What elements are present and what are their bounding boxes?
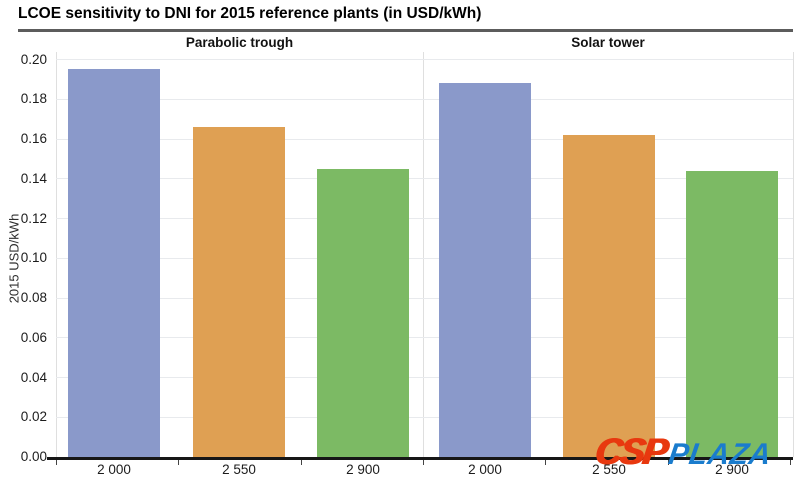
gridline-0.14 bbox=[56, 178, 793, 180]
bar-parabolic-trough-2-550 bbox=[193, 127, 285, 457]
panel-border bbox=[423, 52, 424, 457]
x-tick-label-parabolic-trough-2-550: 2 550 bbox=[222, 462, 256, 477]
x-tick-label-solar-tower-2-900: 2 900 bbox=[715, 462, 749, 477]
gridline-0.02 bbox=[56, 416, 793, 418]
x-tick-label-solar-tower-2-550: 2 550 bbox=[592, 462, 626, 477]
watermark-csp-plaza: CSP PLAZA bbox=[593, 431, 774, 472]
y-tick-label-0.04: 0.04 bbox=[20, 369, 47, 385]
x-axis-line bbox=[47, 457, 793, 460]
watermark-plaza-text: PLAZA bbox=[666, 438, 774, 471]
y-tick-label-0.06: 0.06 bbox=[20, 329, 47, 345]
bar-parabolic-trough-2-900 bbox=[317, 168, 409, 457]
gridline-0.10 bbox=[56, 257, 793, 259]
bar-solar-tower-2-000 bbox=[439, 83, 531, 457]
title-rule bbox=[18, 29, 793, 32]
x-tick-label-parabolic-trough-2-000: 2 000 bbox=[97, 462, 131, 477]
x-tick-label-parabolic-trough-2-900: 2 900 bbox=[346, 462, 380, 477]
y-tick-label-0.16: 0.16 bbox=[20, 131, 47, 146]
axis-tick bbox=[300, 460, 302, 465]
y-tick-label-0.00: 0.00 bbox=[20, 449, 47, 464]
bar-solar-tower-2-900 bbox=[686, 170, 778, 457]
bar-solar-tower-2-550 bbox=[563, 135, 655, 457]
y-tick-label-0.10: 0.10 bbox=[20, 250, 47, 266]
axis-tick bbox=[56, 460, 57, 465]
y-tick-label-0.14: 0.14 bbox=[20, 170, 47, 186]
panel-header-solar-tower: Solar tower bbox=[571, 35, 645, 50]
plot-area bbox=[56, 52, 794, 457]
panel-border bbox=[793, 52, 794, 457]
axis-tick bbox=[545, 460, 547, 465]
axis-tick bbox=[423, 460, 424, 465]
chart-title: LCOE sensitivity to DNI for 2015 referen… bbox=[18, 5, 482, 22]
gridline-0.18 bbox=[56, 98, 793, 100]
axis-tick bbox=[667, 460, 669, 465]
watermark-csp-text: CSP bbox=[593, 431, 669, 472]
bar-parabolic-trough-2-000 bbox=[68, 69, 160, 457]
axis-tick bbox=[178, 460, 180, 465]
gridline-0.06 bbox=[56, 337, 793, 339]
gridline-0.08 bbox=[56, 297, 793, 299]
panel-header-parabolic-trough: Parabolic trough bbox=[185, 35, 294, 50]
gridline-0.20 bbox=[56, 59, 793, 60]
gridline-0.04 bbox=[56, 377, 793, 378]
axis-tick bbox=[790, 460, 791, 465]
y-tick-label-0.02: 0.02 bbox=[20, 409, 47, 425]
y-tick-label-0.18: 0.18 bbox=[20, 91, 47, 107]
x-tick-label-solar-tower-2-000: 2 000 bbox=[468, 462, 502, 477]
gridline-0.16 bbox=[56, 138, 793, 140]
gridline-0.12 bbox=[56, 218, 793, 219]
y-tick-label-0.12: 0.12 bbox=[20, 210, 47, 226]
y-tick-label-0.08: 0.08 bbox=[20, 290, 47, 305]
y-tick-label-0.20: 0.20 bbox=[20, 51, 47, 67]
panel-border bbox=[56, 52, 57, 457]
